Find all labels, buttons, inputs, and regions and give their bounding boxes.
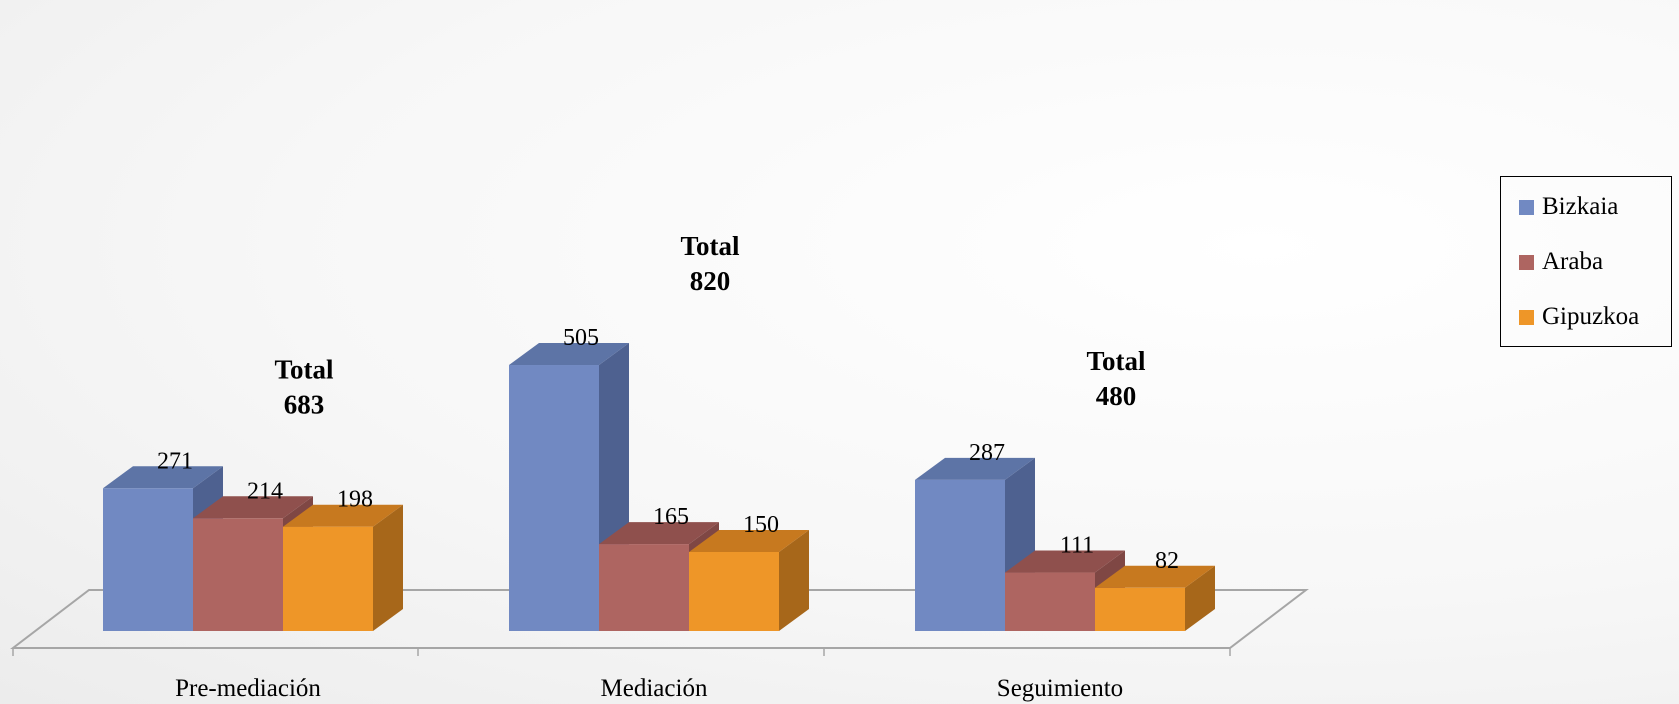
- legend-swatch-bizkaia: [1519, 199, 1534, 215]
- bar-front-pre-mediacion-bizkaia: [103, 488, 193, 631]
- data-label-pre-mediacion-araba: 214: [247, 478, 283, 504]
- bar-front-seguimiento-gipuzkoa: [1095, 587, 1185, 631]
- data-label-pre-mediacion-bizkaia: 271: [157, 448, 193, 474]
- legend-label-araba: Araba: [1542, 248, 1604, 275]
- bar-top-pre-mediacion-gipuzkoa: [283, 504, 403, 527]
- total-title-mediacion: Total: [680, 231, 740, 261]
- bar-top-seguimiento-gipuzkoa: [1095, 565, 1215, 588]
- data-label-seguimiento-gipuzkoa: 82: [1155, 548, 1179, 574]
- bar-front-pre-mediacion-gipuzkoa: [283, 526, 373, 631]
- legend-item-bizkaia: Bizkaia: [1519, 192, 1618, 222]
- bar-top-pre-mediacion-araba: [193, 496, 313, 519]
- bar-front-seguimiento-bizkaia: [915, 479, 1005, 631]
- bar-seguimiento-gipuzkoa: [1095, 565, 1215, 631]
- data-label-seguimiento-bizkaia: 287: [969, 440, 1005, 466]
- legend-swatch-gipuzkoa: [1519, 309, 1534, 325]
- bar-side-pre-mediacion-gipuzkoa: [373, 504, 403, 631]
- bar-top-seguimiento-bizkaia: [915, 457, 1035, 480]
- total-value-pre-mediacion: 683: [284, 389, 325, 419]
- bar-top-seguimiento-araba: [1005, 550, 1125, 573]
- total-title-seguimiento: Total: [1086, 346, 1146, 376]
- data-label-mediacion-araba: 165: [653, 504, 689, 530]
- total-title-pre-mediacion: Total: [274, 354, 334, 384]
- bar-front-mediacion-gipuzkoa: [689, 551, 779, 631]
- legend-item-araba: Araba: [1519, 247, 1603, 277]
- bar-mediacion-gipuzkoa: [689, 529, 809, 631]
- data-label-mediacion-bizkaia: 505: [563, 325, 599, 351]
- bar-front-seguimiento-araba: [1005, 572, 1095, 631]
- bar-front-mediacion-araba: [599, 544, 689, 631]
- bar-top-mediacion-araba: [599, 522, 719, 545]
- bar-front-pre-mediacion-araba: [193, 518, 283, 631]
- legend-label-gipuzkoa: Gipuzkoa: [1542, 303, 1640, 330]
- bar-front-mediacion-bizkaia: [509, 365, 599, 631]
- bar-mediacion-bizkaia: [509, 343, 629, 631]
- bar-seguimiento-araba: [1005, 550, 1125, 631]
- bar-top-mediacion-bizkaia: [509, 343, 629, 366]
- bar-top-pre-mediacion-bizkaia: [103, 466, 223, 489]
- legend-label-bizkaia: Bizkaia: [1542, 193, 1619, 220]
- legend-swatch-araba: [1519, 254, 1534, 270]
- category-label-pre-mediacion: Pre-mediación: [175, 675, 321, 702]
- data-label-pre-mediacion-gipuzkoa: 198: [337, 487, 373, 513]
- total-value-mediacion: 820: [690, 266, 731, 296]
- legend: Bizkaia Araba Gipuzkoa: [1500, 176, 1672, 347]
- category-label-mediacion: Mediación: [601, 675, 708, 702]
- bar-top-mediacion-gipuzkoa: [689, 529, 809, 552]
- bar-side-seguimiento-gipuzkoa: [1185, 565, 1215, 631]
- bar-pre-mediacion-gipuzkoa: [283, 504, 403, 631]
- data-label-seguimiento-araba: 111: [1060, 533, 1094, 559]
- category-label-seguimiento: Seguimiento: [997, 675, 1123, 702]
- total-value-seguimiento: 480: [1096, 381, 1137, 411]
- bar-side-mediacion-gipuzkoa: [779, 529, 809, 631]
- legend-item-gipuzkoa: Gipuzkoa: [1519, 302, 1639, 332]
- data-label-mediacion-gipuzkoa: 150: [743, 512, 779, 538]
